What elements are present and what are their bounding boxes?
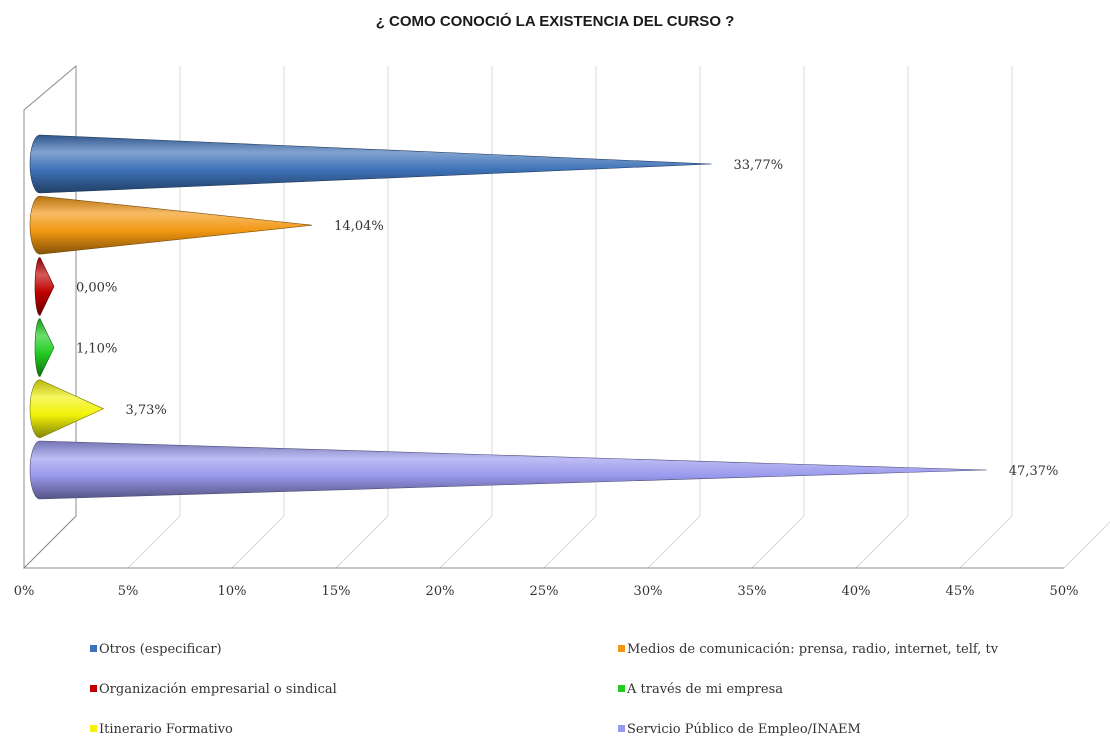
- data-label: 47,37%: [1009, 464, 1059, 479]
- legend-item-servicio-publico-de-empleo-inaem: Servicio Público de Empleo/INAEM: [618, 722, 861, 737]
- legend-item-organizacion-empresarial-o-sindical: Organización empresarial o sindical: [90, 682, 337, 697]
- bars: [29, 134, 987, 500]
- floor-gridline: [959, 515, 1013, 569]
- bar-cone: [29, 379, 105, 439]
- data-label: 0,00%: [76, 280, 117, 295]
- floor-gridline: [647, 515, 701, 569]
- bar-cone: [34, 257, 55, 316]
- floor-gridline: [439, 515, 493, 569]
- floor-gridline: [855, 515, 909, 569]
- gridlines: [23, 66, 1110, 569]
- bar-cone: [34, 318, 55, 377]
- legend-swatch: [618, 645, 625, 652]
- legend-label: Itinerario Formativo: [99, 722, 233, 737]
- data-labels: 33,77% 14,04% 0,00% 1,10% 3,73% 47,37%: [76, 158, 1058, 479]
- bar-otros-especificar: [29, 134, 712, 194]
- bar-itinerario-formativo: [29, 379, 105, 439]
- x-tick-label: 35%: [738, 584, 767, 599]
- floor-gridline: [543, 515, 597, 569]
- legend-swatch: [618, 685, 625, 692]
- floor-gridline: [751, 515, 805, 569]
- bar-cone: [29, 134, 712, 194]
- legend-swatch: [90, 645, 97, 652]
- x-tick-label: 45%: [946, 584, 975, 599]
- floor-gridline: [231, 515, 285, 569]
- x-tick-label: 40%: [842, 584, 871, 599]
- x-tick-label: 30%: [634, 584, 663, 599]
- legend-item-otros-especificar: Otros (especificar): [90, 642, 222, 657]
- bar-medios-de-comunicacion-prensa-radio-internet-telf-tv: [29, 195, 313, 255]
- legend-label: Servicio Público de Empleo/INAEM: [627, 722, 861, 737]
- legend: Otros (especificar) Medios de comunicació…: [90, 642, 999, 737]
- legend-label: Medios de comunicación: prensa, radio, i…: [627, 642, 999, 657]
- x-axis-ticks: 0% 5% 10% 15% 20% 25% 30% 35% 40% 45% 50%: [14, 584, 1079, 599]
- legend-swatch: [618, 725, 625, 732]
- data-label: 14,04%: [334, 219, 384, 234]
- legend-item-medios-de-comunicacion-prensa-radio-internet-telf-tv: Medios de comunicación: prensa, radio, i…: [618, 642, 999, 657]
- x-tick-label: 0%: [14, 584, 35, 599]
- side-wall: [23, 64, 77, 570]
- x-tick-label: 50%: [1050, 584, 1079, 599]
- x-tick-label: 25%: [530, 584, 559, 599]
- x-tick-label: 5%: [118, 584, 139, 599]
- legend-item-a-traves-de-mi-empresa: A través de mi empresa: [618, 682, 783, 697]
- bar-cone: [29, 440, 987, 500]
- data-label: 33,77%: [734, 158, 784, 173]
- legend-label: Otros (especificar): [99, 642, 222, 657]
- legend-swatch: [90, 725, 97, 732]
- legend-item-itinerario-formativo: Itinerario Formativo: [90, 722, 233, 737]
- floor-gridline: [1063, 521, 1110, 569]
- data-label: 3,73%: [125, 403, 166, 418]
- axis-wall: [23, 64, 1064, 570]
- data-label: 1,10%: [76, 342, 117, 357]
- bar-cone: [29, 195, 313, 255]
- legend-swatch: [90, 685, 97, 692]
- x-tick-label: 10%: [218, 584, 247, 599]
- bar-organizacion-empresarial-o-sindical: [34, 257, 55, 316]
- floor-gridline: [127, 515, 181, 569]
- chart-title: ¿ COMO CONOCIÓ LA EXISTENCIA DEL CURSO ?: [376, 12, 735, 30]
- bar-a-traves-de-mi-empresa: [34, 318, 55, 377]
- legend-label: Organización empresarial o sindical: [99, 682, 337, 697]
- bar-servicio-publico-de-empleo-inaem: [29, 440, 987, 500]
- floor-gridline: [335, 515, 389, 569]
- x-tick-label: 20%: [426, 584, 455, 599]
- legend-label: A través de mi empresa: [626, 682, 783, 697]
- x-tick-label: 15%: [322, 584, 351, 599]
